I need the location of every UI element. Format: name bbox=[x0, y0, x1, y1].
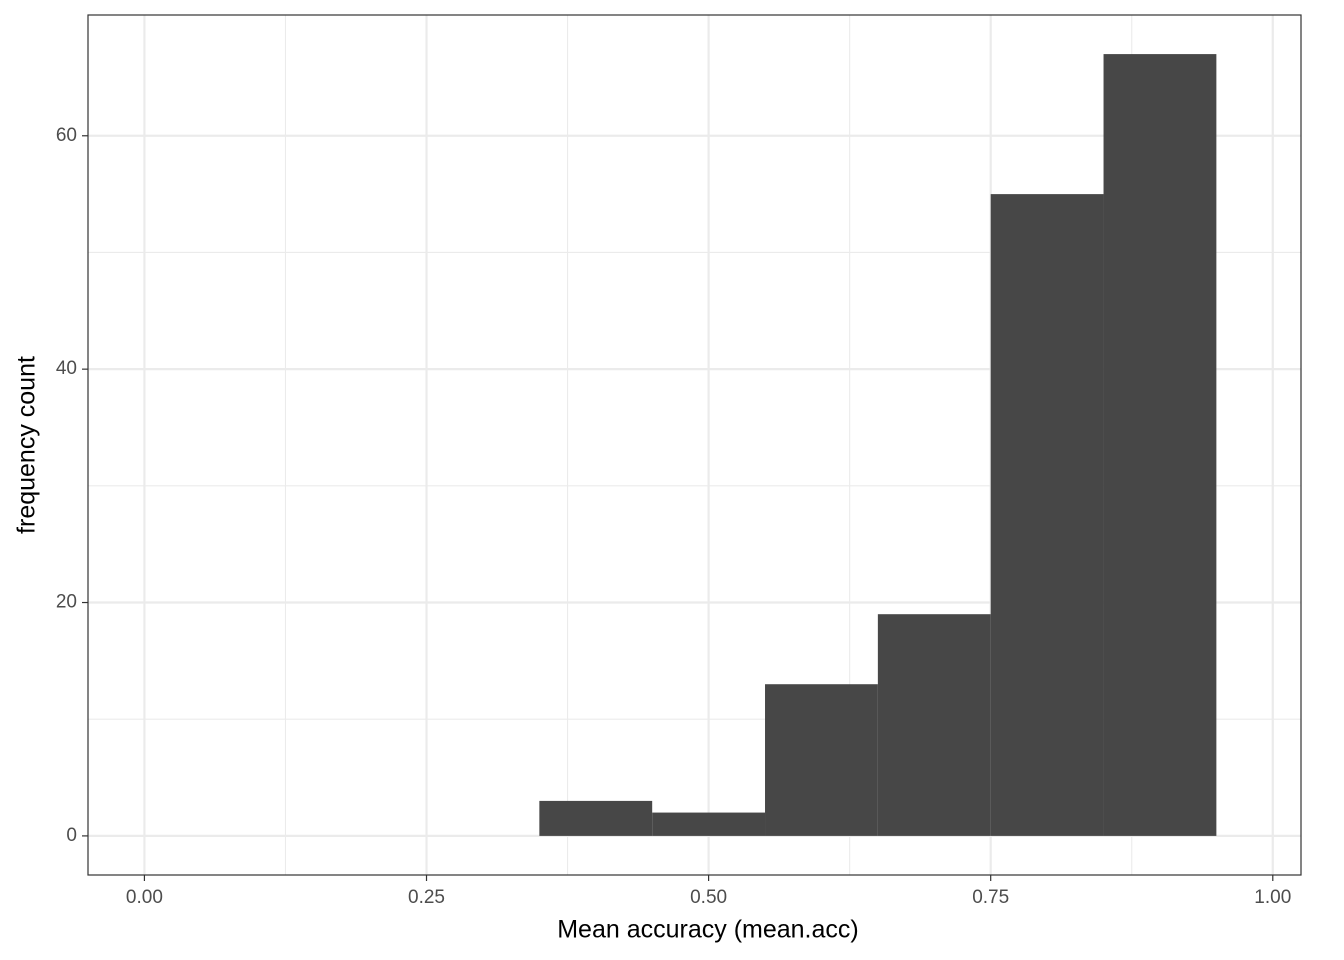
x-axis-title: Mean accuracy (mean.acc) bbox=[557, 916, 859, 944]
y-tick-label: 40 bbox=[56, 358, 77, 379]
x-tick-label: 1.00 bbox=[1254, 887, 1291, 908]
y-axis-title: frequency count bbox=[13, 356, 41, 534]
x-tick-label: 0.75 bbox=[972, 887, 1009, 908]
y-tick-label: 60 bbox=[56, 125, 77, 146]
x-tick-label: 0.00 bbox=[126, 887, 163, 908]
x-tick-label: 0.50 bbox=[690, 887, 727, 908]
histogram-bar bbox=[652, 812, 766, 836]
x-tick-label: 0.25 bbox=[408, 887, 445, 908]
plot-border bbox=[87, 14, 1302, 876]
histogram-bar bbox=[1103, 54, 1217, 836]
y-tick-label: 0 bbox=[66, 825, 77, 846]
histogram-bar bbox=[877, 614, 991, 836]
histogram-bar bbox=[539, 800, 653, 836]
y-tick-label: 20 bbox=[56, 592, 77, 613]
histogram-bar bbox=[765, 684, 878, 836]
histogram-bar bbox=[990, 194, 1104, 836]
